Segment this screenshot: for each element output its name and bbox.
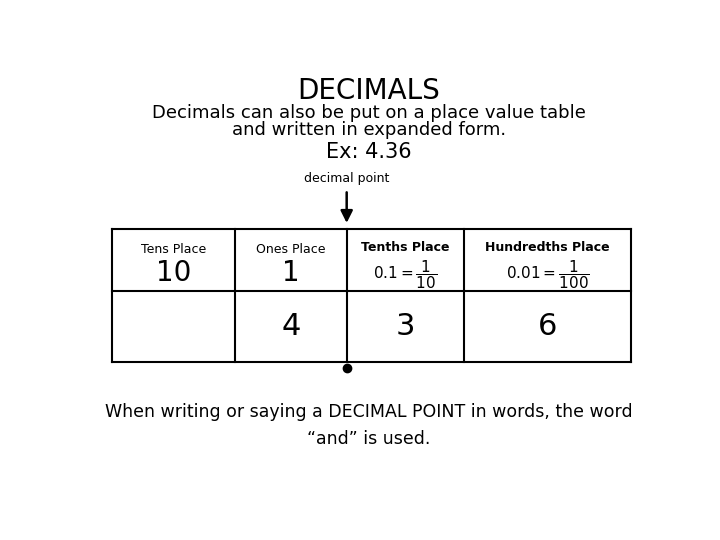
Text: Ones Place: Ones Place — [256, 244, 325, 256]
Text: 6: 6 — [538, 312, 557, 341]
Text: 10: 10 — [156, 259, 192, 287]
Text: $0.1=\dfrac{1}{10}$: $0.1=\dfrac{1}{10}$ — [373, 259, 438, 291]
Text: Decimals can also be put on a place value table: Decimals can also be put on a place valu… — [152, 104, 586, 122]
Text: Tens Place: Tens Place — [141, 244, 207, 256]
Text: $0.01=\dfrac{1}{100}$: $0.01=\dfrac{1}{100}$ — [505, 259, 590, 291]
Text: 4: 4 — [282, 312, 300, 341]
Text: “and” is used.: “and” is used. — [307, 430, 431, 448]
Text: Hundredths Place: Hundredths Place — [485, 241, 610, 254]
Text: When writing or saying a DECIMAL POINT in words, the word: When writing or saying a DECIMAL POINT i… — [105, 403, 633, 421]
Text: Ex: 4.36: Ex: 4.36 — [326, 141, 412, 161]
Text: Tenths Place: Tenths Place — [361, 241, 449, 254]
Text: and written in expanded form.: and written in expanded form. — [232, 121, 506, 139]
Text: DECIMALS: DECIMALS — [297, 77, 441, 105]
Text: 1: 1 — [282, 259, 300, 287]
Text: 3: 3 — [395, 312, 415, 341]
Text: decimal point: decimal point — [304, 172, 390, 185]
